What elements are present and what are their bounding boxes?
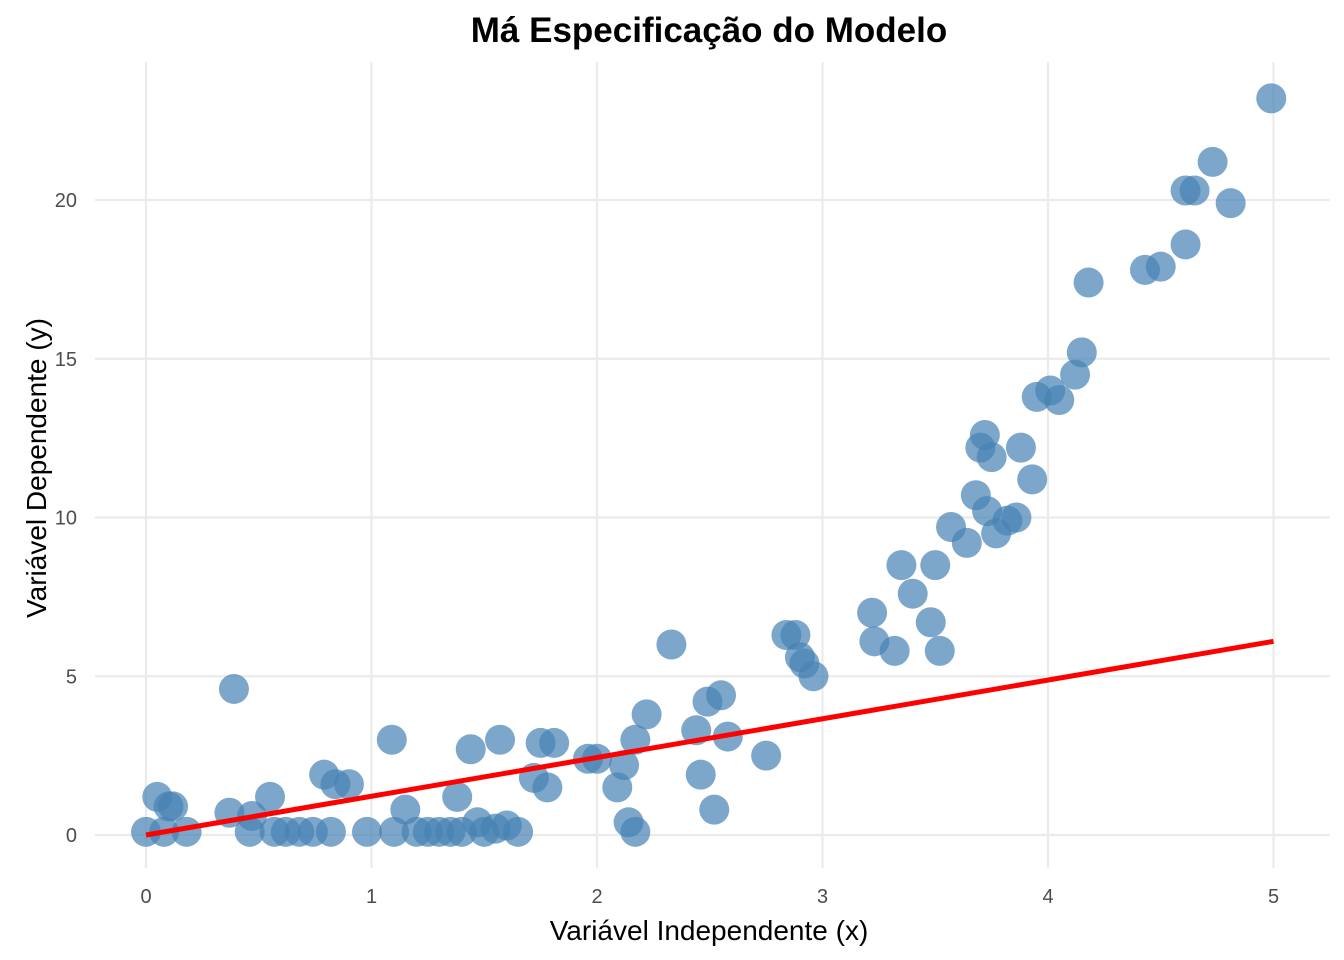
- data-point: [706, 680, 737, 711]
- data-point: [485, 724, 516, 755]
- data-point: [924, 635, 955, 666]
- y-tick-label: 0: [66, 825, 77, 847]
- data-point: [1044, 385, 1075, 416]
- data-point: [351, 816, 382, 847]
- data-point: [503, 816, 534, 847]
- x-tick-label: 4: [1042, 886, 1053, 908]
- x-tick-label: 3: [817, 886, 828, 908]
- data-point: [1066, 337, 1097, 368]
- data-point: [751, 740, 782, 771]
- data-point: [218, 673, 249, 704]
- data-point: [1001, 502, 1032, 533]
- data-point: [390, 794, 421, 825]
- x-tick-label: 2: [591, 886, 602, 908]
- data-point: [315, 816, 346, 847]
- data-points: [131, 83, 1287, 847]
- data-point: [376, 724, 407, 755]
- x-tick-label: 5: [1268, 886, 1279, 908]
- data-point: [1170, 229, 1201, 260]
- data-point: [656, 629, 687, 660]
- data-point: [1145, 251, 1176, 282]
- data-point: [1197, 146, 1228, 177]
- data-point: [333, 769, 364, 800]
- data-point: [539, 727, 570, 758]
- data-point: [920, 550, 951, 581]
- data-point: [631, 699, 662, 730]
- x-axis-title: Variável Independente (x): [550, 915, 869, 946]
- data-point: [1005, 432, 1036, 463]
- data-point: [609, 750, 640, 781]
- y-tick-label: 20: [55, 190, 77, 212]
- regression-line-group: [145, 638, 1274, 838]
- data-point: [780, 619, 811, 650]
- data-point: [699, 794, 730, 825]
- y-tick-labels: 0 5 10 15 20: [55, 190, 77, 847]
- y-tick-label: 15: [55, 349, 77, 371]
- data-point: [951, 527, 982, 558]
- data-point: [1073, 267, 1104, 298]
- data-point: [379, 816, 410, 847]
- grid-lines: [95, 62, 1330, 868]
- data-point: [897, 578, 928, 609]
- data-point: [857, 597, 888, 628]
- data-point: [1256, 83, 1287, 114]
- x-tick-labels: 0 1 2 3 4 5: [140, 886, 1279, 908]
- data-point: [158, 791, 189, 822]
- regression-line: [145, 638, 1274, 838]
- chart-title: Má Especificação do Modelo: [471, 11, 948, 50]
- data-point: [886, 550, 917, 581]
- data-point: [620, 816, 651, 847]
- data-point: [532, 772, 563, 803]
- y-axis-title: Variável Dependente (y): [21, 318, 52, 618]
- data-point: [442, 781, 473, 812]
- y-tick-label: 5: [66, 666, 77, 688]
- data-point: [879, 635, 910, 666]
- x-tick-label: 1: [366, 886, 377, 908]
- data-point: [455, 734, 486, 765]
- data-point: [1215, 188, 1246, 219]
- data-point: [915, 607, 946, 638]
- data-point: [1017, 464, 1048, 495]
- data-point: [798, 661, 829, 692]
- data-point: [1179, 175, 1210, 206]
- data-point: [976, 442, 1007, 473]
- data-point: [255, 781, 286, 812]
- x-tick-label: 0: [140, 886, 151, 908]
- data-point: [685, 759, 716, 790]
- y-tick-label: 10: [55, 508, 77, 530]
